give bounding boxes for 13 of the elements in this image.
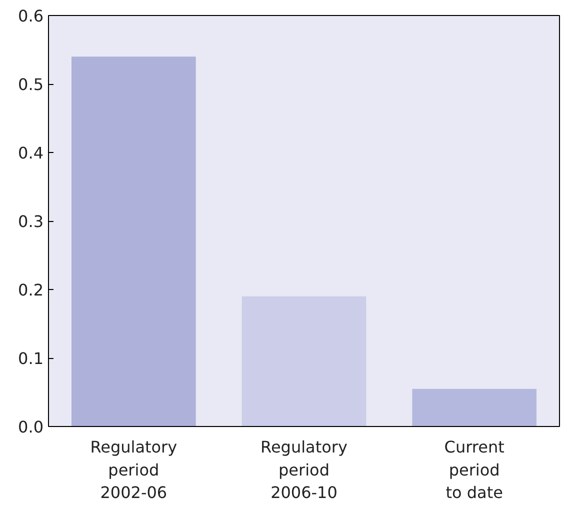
y-tick-label: 0.2	[18, 280, 44, 300]
x-tick-label: Regulatory period 2006-10	[260, 438, 348, 502]
y-tick-label: 0.1	[18, 349, 44, 368]
x-tick-label: Current period to date	[444, 438, 504, 502]
bar	[242, 296, 366, 426]
y-tick-label: 0.6	[18, 6, 44, 26]
y-tick-label: 0.0	[18, 418, 44, 436]
y-tick-label: 0.5	[18, 75, 44, 94]
y-tick-label: 0.3	[18, 212, 44, 231]
y-tick-label: 0.4	[18, 144, 44, 162]
bar	[71, 56, 196, 426]
x-tick-label: Regulatory period 2002-06	[90, 438, 178, 502]
bar	[412, 388, 537, 426]
